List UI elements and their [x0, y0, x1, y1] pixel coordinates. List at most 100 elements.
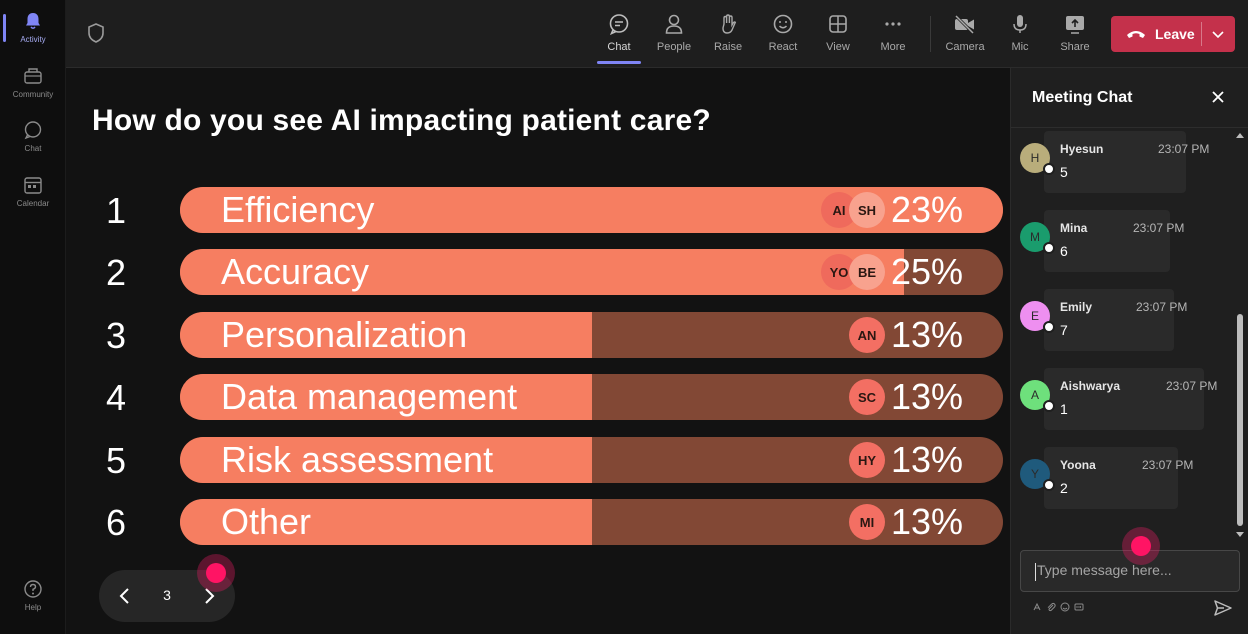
- share-button-label: Share: [1060, 41, 1090, 53]
- send-icon[interactable]: [1213, 599, 1233, 617]
- chevron-right-icon[interactable]: [199, 586, 219, 606]
- chat-message: Yoona 23:07 PM 2 Y: [1011, 447, 1231, 511]
- raise-button-label: Raise: [713, 41, 743, 53]
- option-percentage: 13%: [890, 376, 963, 417]
- option-number: 6: [106, 502, 127, 543]
- scroll-down-icon[interactable]: [1236, 530, 1244, 538]
- option-result-bar: Personalization AN 13%: [180, 312, 1003, 358]
- message-timestamp: 23:07 PM: [1158, 142, 1210, 156]
- poll-option[interactable]: 2 Accuracy YO BE 25%: [66, 248, 1010, 296]
- rail-label: Activity: [20, 35, 46, 44]
- option-result-fill: [180, 499, 592, 545]
- option-number: 3: [106, 315, 127, 356]
- option-percentage: 25%: [890, 251, 963, 292]
- poll-option[interactable]: 5 Risk assessment HY 13%: [66, 436, 1010, 484]
- poll-option[interactable]: 1 Efficiency AI SH 23%: [66, 186, 1010, 234]
- rail-item-community[interactable]: Community: [0, 57, 66, 107]
- presence-status-icon: [1043, 479, 1055, 491]
- message-input[interactable]: [1037, 562, 1233, 578]
- hand-icon: [716, 12, 740, 36]
- people-button[interactable]: People: [648, 8, 700, 60]
- rail-item-calendar[interactable]: Calendar: [0, 166, 66, 216]
- meeting-toolbar: Chat People Raise React View More: [66, 0, 1248, 68]
- sender-name: Aishwarya: [1060, 379, 1121, 393]
- option-result-fill: [180, 374, 592, 420]
- chat-title: Meeting Chat: [1032, 89, 1133, 106]
- mic-button[interactable]: Mic: [994, 8, 1046, 60]
- scroll-up-icon[interactable]: [1236, 132, 1244, 140]
- option-number: 5: [106, 440, 127, 481]
- message-text: 5: [1060, 164, 1068, 180]
- view-button-label: View: [826, 41, 850, 53]
- leave-button[interactable]: Leave: [1111, 16, 1235, 52]
- message-compose-box[interactable]: [1020, 550, 1240, 592]
- option-result-fill: [180, 249, 905, 295]
- rail-item-activity[interactable]: Activity: [0, 2, 66, 52]
- page-number: 3: [163, 587, 171, 603]
- chat-icon: [22, 119, 44, 141]
- message-bubble: Emily 23:07 PM 7: [1044, 289, 1187, 351]
- message-bubble: Hyesun 23:07 PM 5: [1044, 131, 1209, 193]
- option-number: 2: [106, 252, 127, 293]
- meeting-chat-panel: Meeting Chat Hyesun 23:07 PM 5 H Mina 23:07 P…: [1010, 68, 1248, 634]
- chat-scrollbar[interactable]: [1233, 128, 1247, 542]
- people-icon: [662, 12, 686, 36]
- message-text: 6: [1060, 243, 1068, 259]
- close-icon[interactable]: [1210, 89, 1226, 105]
- message-timestamp: 23:07 PM: [1142, 458, 1194, 472]
- sender-name: Emily: [1060, 300, 1093, 314]
- raise-hand-button[interactable]: Raise: [702, 8, 754, 60]
- scrollbar-thumb[interactable]: [1237, 314, 1243, 526]
- react-button-label: React: [768, 41, 798, 53]
- camera-button[interactable]: Camera: [939, 8, 991, 60]
- community-icon: [22, 65, 44, 87]
- pointer-indicator: [1122, 527, 1160, 565]
- hang-up-icon: [1127, 31, 1145, 38]
- emoji-icon[interactable]: [1060, 602, 1070, 612]
- chat-button[interactable]: Chat: [593, 8, 645, 64]
- option-percentage: 13%: [890, 439, 963, 480]
- more-button[interactable]: More: [867, 8, 919, 60]
- message-timestamp: 23:07 PM: [1133, 221, 1185, 235]
- poll-option[interactable]: 4 Data management SC 13%: [66, 373, 1010, 421]
- option-label: Personalization: [221, 314, 468, 355]
- bell-icon: [22, 10, 44, 32]
- poll-option[interactable]: 3 Personalization AN 13%: [66, 311, 1010, 359]
- view-button[interactable]: View: [812, 8, 864, 60]
- format-icon[interactable]: [1032, 602, 1042, 612]
- people-button-label: People: [656, 41, 692, 53]
- app-rail: Activity Community Chat Calendar Help: [0, 0, 66, 634]
- poll-question: How do you see AI impacting patient care…: [92, 104, 711, 137]
- option-label: Data management: [221, 376, 518, 417]
- rail-item-chat[interactable]: Chat: [0, 111, 66, 161]
- poll-stage: How do you see AI impacting patient care…: [66, 68, 1010, 634]
- avatar[interactable]: H: [1020, 143, 1050, 173]
- poll-option[interactable]: 6 Other MI 13%: [66, 498, 1010, 546]
- more-dots-icon: [881, 12, 905, 36]
- voter-avatar: BE: [849, 254, 885, 290]
- message-text: 1: [1060, 401, 1068, 417]
- smiley-icon: [771, 12, 795, 36]
- gif-icon[interactable]: [1074, 602, 1084, 612]
- attach-icon[interactable]: [1046, 602, 1056, 612]
- rail-item-help[interactable]: Help: [0, 570, 66, 620]
- option-result-bar: Efficiency AI SH 23%: [180, 187, 1003, 233]
- rail-label: Calendar: [16, 199, 50, 208]
- share-button[interactable]: Share: [1049, 8, 1101, 60]
- presence-status-icon: [1043, 242, 1055, 254]
- shield-icon[interactable]: [86, 22, 108, 44]
- chevron-down-icon[interactable]: [1211, 27, 1225, 41]
- voter-avatar: MI: [849, 504, 885, 540]
- option-result-fill: [180, 437, 592, 483]
- share-screen-icon: [1063, 12, 1087, 36]
- option-result-bar: Accuracy YO BE 25%: [180, 249, 1003, 295]
- mic-button-label: Mic: [1011, 41, 1029, 53]
- message-bubble: Yoona 23:07 PM 2: [1044, 447, 1193, 509]
- chat-header: Meeting Chat: [1011, 68, 1248, 128]
- react-button[interactable]: React: [757, 8, 809, 60]
- calendar-icon: [22, 174, 44, 196]
- option-label: Efficiency: [221, 189, 375, 230]
- option-percentage: 23%: [890, 189, 963, 230]
- option-number: 4: [106, 377, 127, 418]
- chevron-left-icon[interactable]: [115, 586, 135, 606]
